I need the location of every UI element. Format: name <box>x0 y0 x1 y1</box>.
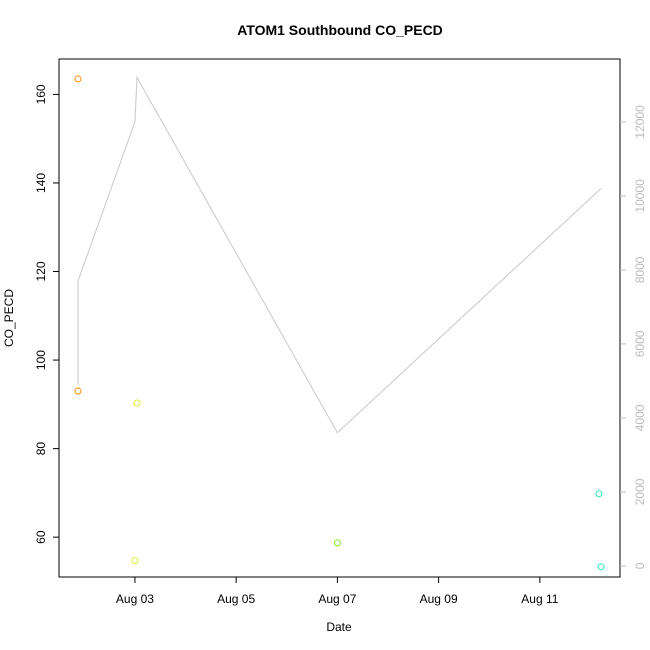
plot-frame <box>58 58 621 578</box>
y2-tick-label: 10000 <box>633 179 647 213</box>
point-series <box>74 75 605 571</box>
y-axis-left: 60 80 100 120 140 160 <box>34 84 59 544</box>
x-tick-label: Aug 07 <box>318 592 356 606</box>
y-tick-label: 100 <box>34 350 48 370</box>
secondary-line <box>77 75 602 434</box>
y2-tick-label: 12000 <box>633 105 647 139</box>
secondary-series <box>77 75 602 434</box>
data-point <box>74 387 82 395</box>
data-point <box>597 563 605 571</box>
x-tick-label: Aug 05 <box>217 592 255 606</box>
data-point <box>595 490 603 498</box>
y2-tick-label: 2000 <box>633 478 647 505</box>
data-point <box>333 539 341 547</box>
x-axis: Aug 03 Aug 05 Aug 07 Aug 09 Aug 11 <box>116 577 559 606</box>
y-tick-label: 140 <box>34 173 48 193</box>
x-tick-label: Aug 11 <box>521 592 558 606</box>
y2-tick-label: 0 <box>633 562 647 569</box>
y-tick-label: 80 <box>34 442 48 456</box>
data-point <box>131 557 139 565</box>
chart-title: ATOM1 Southbound CO_PECD <box>237 22 443 38</box>
y-axis-right: 0 2000 4000 6000 8000 10000 12000 <box>620 105 647 569</box>
x-tick-label: Aug 03 <box>116 592 154 606</box>
x-axis-label: Date <box>326 620 352 634</box>
y2-tick-label: 6000 <box>633 330 647 357</box>
data-point <box>74 75 82 83</box>
y-tick-label: 160 <box>34 84 48 104</box>
y-axis-label: CO_PECD <box>2 289 16 347</box>
x-tick-label: Aug 09 <box>420 592 458 606</box>
y2-tick-label: 4000 <box>633 404 647 431</box>
y-tick-label: 60 <box>34 530 48 544</box>
y-tick-label: 120 <box>34 261 48 281</box>
data-point <box>133 399 141 407</box>
y2-tick-label: 8000 <box>633 256 647 283</box>
